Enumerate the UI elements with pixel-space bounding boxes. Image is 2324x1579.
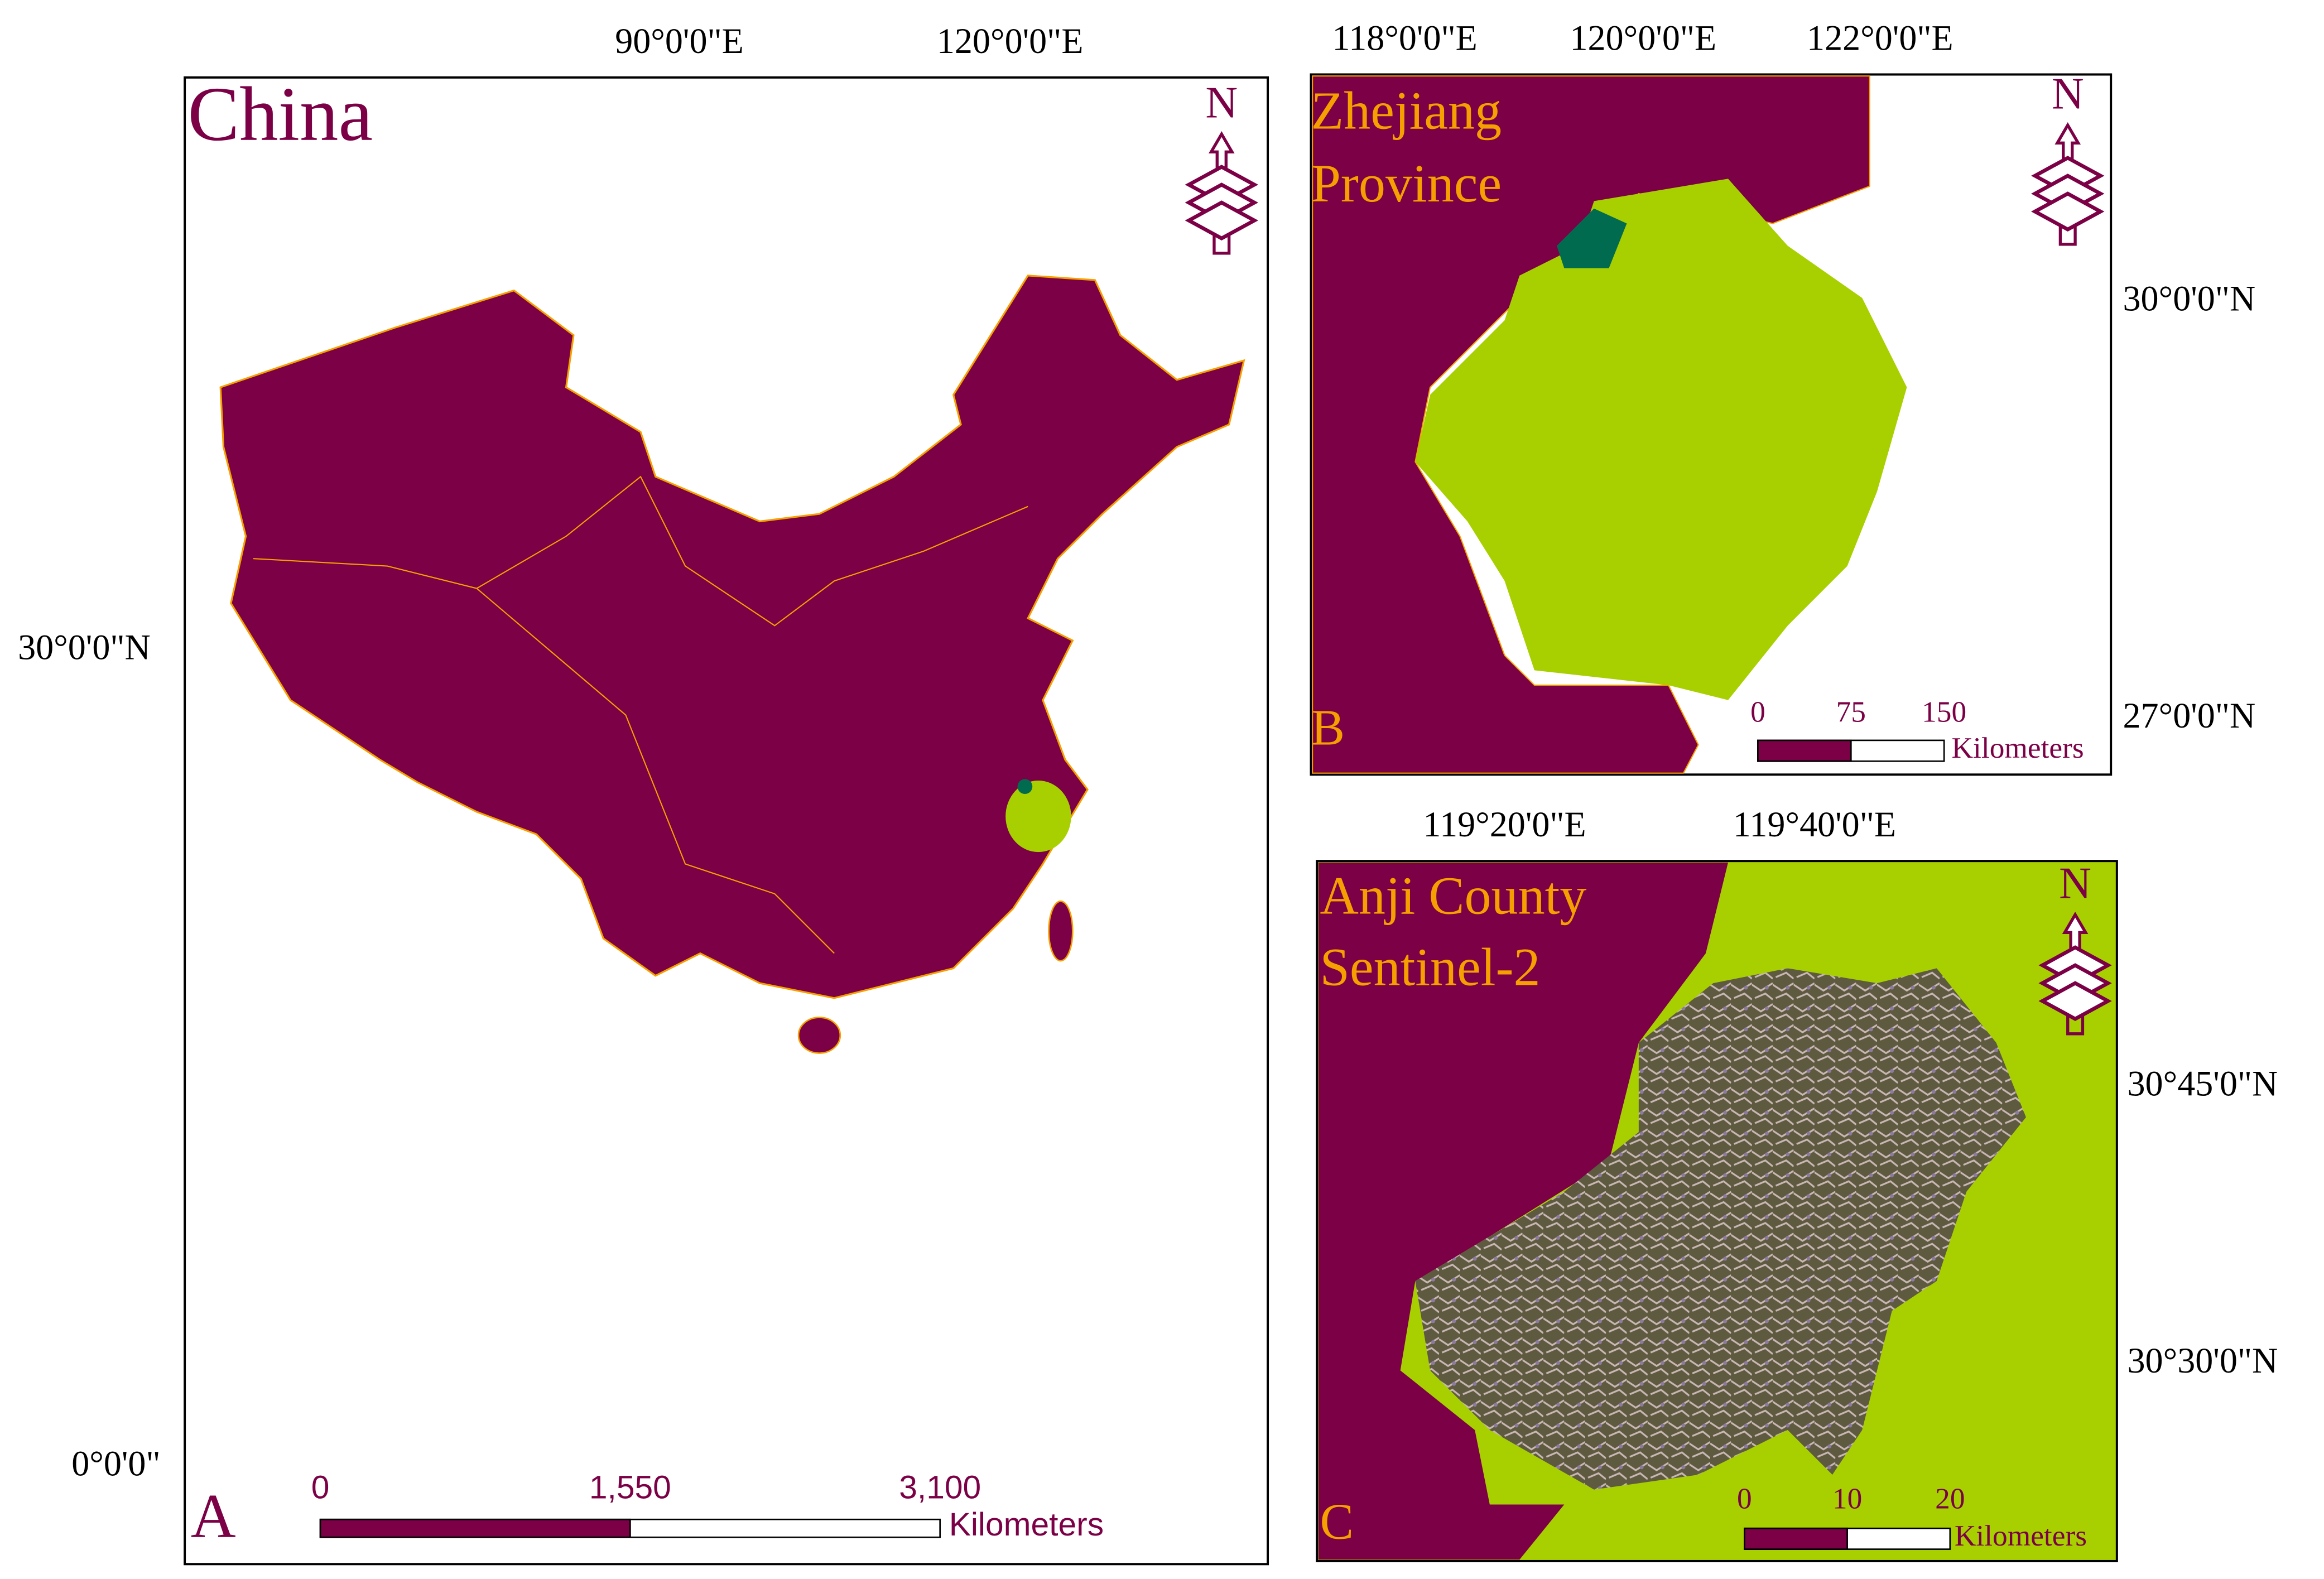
panel-title: Sentinel-2 xyxy=(1320,937,1541,996)
anji xyxy=(1557,208,1627,268)
scale-tick-label: 0 xyxy=(311,1469,330,1505)
taiwan xyxy=(1048,900,1074,962)
panel-title: Zhejiang xyxy=(1311,80,1502,140)
panel-label: C xyxy=(1320,1493,1354,1549)
scale-tick-label: 0 xyxy=(1737,1481,1752,1515)
north-arrow-label: N xyxy=(2059,859,2091,908)
longitude-label: 118°0'0"E xyxy=(1332,18,1478,57)
scale-unit: Kilometers xyxy=(1951,731,2084,764)
anji-highlight xyxy=(1017,779,1033,795)
latitude-label: 30°30'0"N xyxy=(2128,1341,2278,1380)
china-landmass xyxy=(219,275,1245,999)
anji-sentinel-image xyxy=(1415,968,2026,1490)
neighbor-area xyxy=(1318,862,1729,1560)
latitude-label: 27°0'0"N xyxy=(2123,696,2256,735)
scale-unit: Kilometers xyxy=(1955,1519,2087,1552)
longitude-label: 119°20'0"E xyxy=(1423,805,1586,844)
scale-bar-segment xyxy=(319,1518,631,1538)
latitude-label: 30°0'0"N xyxy=(18,627,151,667)
panel-title: China xyxy=(187,71,373,157)
longitude-label: 119°40'0"E xyxy=(1733,805,1896,844)
longitude-label: 120°0'0"E xyxy=(1570,18,1717,57)
scale-bar-segment xyxy=(1744,1527,1848,1550)
scale-tick-label: 0 xyxy=(1750,695,1765,729)
latitude-label: 0°0'0" xyxy=(71,1443,160,1483)
north-arrow-stem xyxy=(1212,235,1231,255)
north-arrow-label: N xyxy=(1205,79,1238,128)
north-arrow-layer xyxy=(2031,191,2105,232)
scale-tick-label: 150 xyxy=(1922,695,1966,729)
scale-tick-label: 75 xyxy=(1836,695,1866,729)
scale-tick-label: 10 xyxy=(1832,1481,1862,1515)
panel-label: A xyxy=(191,1481,236,1551)
north-arrow-layer xyxy=(1185,200,1258,240)
hainan xyxy=(797,1017,841,1054)
labels: China A 90°0'0"E 120°0'0"E 30°0'0"N 0°0'0" 0 1,… xyxy=(18,18,2278,1552)
zhejiang xyxy=(1415,179,1907,700)
scale-tick-label: 3,100 xyxy=(899,1469,981,1505)
zhejiang-highlight xyxy=(1005,780,1071,853)
panel-title: Anji County xyxy=(1320,865,1587,925)
latitude-label: 30°0'0"N xyxy=(2123,279,2256,319)
scale-unit: Kilometers xyxy=(949,1506,1104,1543)
province-borders xyxy=(253,475,1028,627)
panel-title: Province xyxy=(1311,153,1502,213)
longitude-label: 90°0'0"E xyxy=(615,21,744,61)
north-arrow-stem xyxy=(2058,226,2077,246)
latitude-label: 30°45'0"N xyxy=(2128,1064,2278,1104)
longitude-label: 120°0'0"E xyxy=(937,21,1084,61)
longitude-label: 122°0'0"E xyxy=(1807,18,1953,57)
scale-tick-label: 1,550 xyxy=(589,1469,671,1505)
province-borders xyxy=(476,588,835,954)
scale-tick-label: 20 xyxy=(1935,1481,1965,1515)
north-arrow-stem xyxy=(2066,1015,2085,1036)
north-arrow-layer xyxy=(2038,981,2112,1021)
scale-bar-segment xyxy=(1757,739,1852,762)
panel-label: B xyxy=(1311,699,1345,755)
north-arrow-label: N xyxy=(2052,70,2084,119)
